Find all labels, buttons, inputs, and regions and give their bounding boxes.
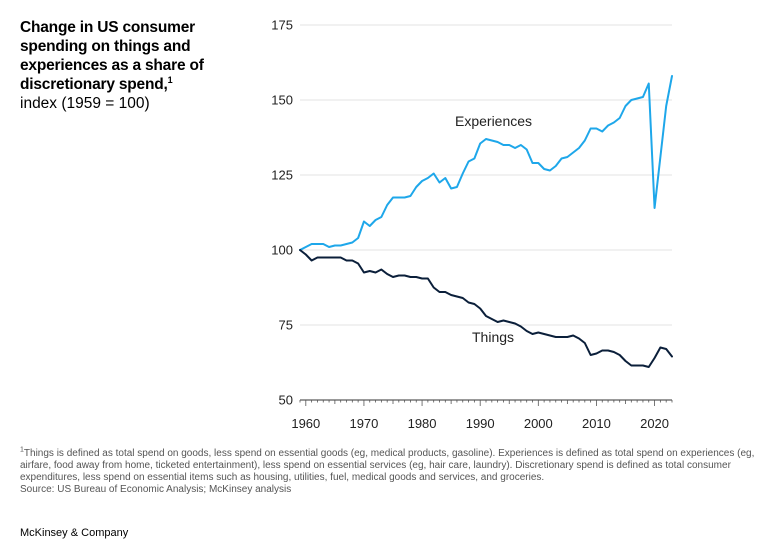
footnote: 1Things is defined as total spend on goo… xyxy=(20,446,760,496)
x-axis: 1960 1970 1980 1990 2000 2010 2020 xyxy=(291,399,673,431)
x-tick-label: 2020 xyxy=(640,416,669,431)
y-tick-label: 50 xyxy=(279,393,293,408)
series-line-things xyxy=(299,249,673,368)
line-chart: 50 75 100 125 150 175 1960 1970 1980 1990 2000 201… xyxy=(271,18,673,431)
series-lines xyxy=(299,75,673,368)
x-tick-label: 1990 xyxy=(466,416,495,431)
y-tick-label: 150 xyxy=(271,93,293,108)
title-footnote-mark: 1 xyxy=(167,74,173,85)
y-tick-label: 125 xyxy=(271,168,293,183)
x-tick-label: 1970 xyxy=(349,416,378,431)
chart-subtitle: index (1959 = 100) xyxy=(20,95,150,112)
footnote-mark: 1 xyxy=(20,446,24,454)
x-tick-label: 2010 xyxy=(582,416,611,431)
footnote-source: Source: US Bureau of Economic Analysis; … xyxy=(20,484,292,495)
y-axis-ticks: 50 75 100 125 150 175 xyxy=(271,18,293,408)
x-tick-label: 1960 xyxy=(291,416,320,431)
x-tick-label: 1980 xyxy=(408,416,437,431)
series-line-experiences xyxy=(299,75,673,251)
brand-logo-text: McKinsey & Company xyxy=(20,527,129,539)
title-block: Change in US consumer spending on things… xyxy=(20,18,230,113)
footnote-definitions: 1Things is defined as total spend on goo… xyxy=(20,446,760,484)
y-tick-label: 100 xyxy=(271,243,293,258)
y-tick-label: 175 xyxy=(271,18,293,33)
chart-title: Change in US consumer spending on things… xyxy=(20,19,204,93)
experiences-label: Experiences xyxy=(455,113,532,129)
y-tick-label: 75 xyxy=(279,318,293,333)
footnote-text: Things is defined as total spend on good… xyxy=(20,448,755,483)
x-tick-label: 2000 xyxy=(524,416,553,431)
things-label: Things xyxy=(472,329,514,345)
